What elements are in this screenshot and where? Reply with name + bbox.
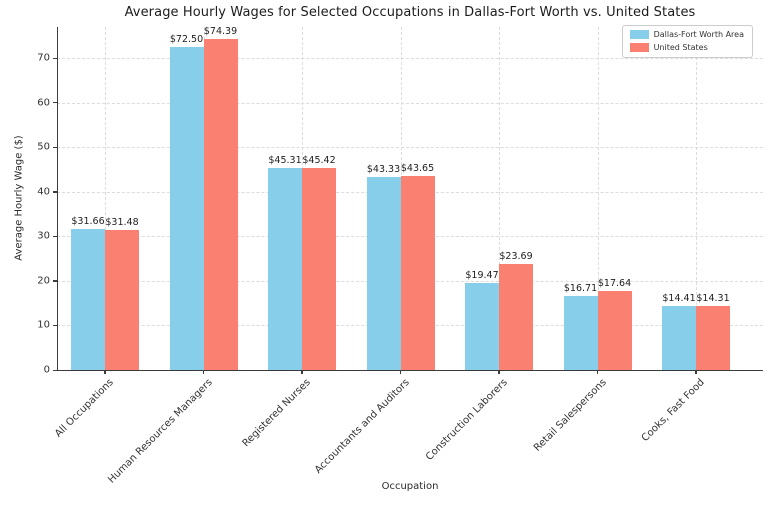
x-tick-label-retail-salespersons: Retail Salespersons (531, 377, 609, 454)
bar-united-states-construction-laborers (499, 264, 533, 370)
bar-dallas-fort-worth-area-all-occupations (71, 228, 105, 370)
bar-value-label: $19.47 (465, 270, 499, 282)
x-gridline (696, 27, 697, 370)
x-gridline (597, 27, 599, 370)
bar-value-label: $31.66 (71, 215, 105, 227)
y-tick-label: 70 (37, 52, 50, 64)
x-tick-label-all-occupations: All Occupations (53, 377, 116, 440)
bar-united-states-retail-salespersons (597, 291, 632, 370)
y-tick-label: 40 (37, 186, 50, 198)
legend: Dallas-Fort Worth Area United States (621, 25, 753, 58)
bar-united-states-registered-nurses (302, 167, 336, 370)
x-tick-mark (301, 370, 303, 374)
legend-item-united-states: United States (629, 43, 744, 52)
x-tick-mark (399, 370, 402, 374)
bar-value-label: $72.50 (169, 34, 204, 46)
legend-label-united-states: United States (653, 43, 708, 52)
bar-value-label: $43.33 (366, 163, 401, 175)
x-tick-mark (498, 370, 500, 374)
y-tick-mark (53, 102, 57, 104)
y-tick-mark (53, 324, 57, 327)
x-tick-label-cooks-fast-food: Cooks, Fast Food (639, 377, 707, 445)
y-tick-mark (53, 191, 57, 193)
bar-united-states-all-occupations (105, 229, 139, 370)
bar-dallas-fort-worth-area-cooks-fast-food (662, 305, 696, 370)
y-tick-label: 50 (37, 141, 50, 153)
bar-value-label: $14.41 (662, 292, 696, 304)
bar-value-label: $31.48 (105, 216, 139, 228)
x-tick-mark (104, 370, 106, 374)
bar-united-states-human-resources-managers (203, 38, 238, 370)
y-tick-mark (53, 146, 57, 148)
y-tick-label: 20 (37, 275, 50, 287)
bar-dallas-fort-worth-area-accountants-and-auditors (366, 176, 401, 370)
y-gridline (57, 102, 763, 104)
bar-dallas-fort-worth-area-construction-laborers (465, 283, 499, 370)
x-tick-mark (596, 370, 599, 374)
y-tick-mark (53, 369, 57, 371)
legend-swatch-united-states (629, 43, 649, 52)
bar-value-label: $45.31 (268, 155, 302, 167)
x-gridline (499, 27, 500, 370)
x-axis-title: Occupation (381, 481, 439, 492)
y-tick-label: 30 (37, 230, 50, 242)
bar-value-label: $23.69 (499, 251, 533, 263)
y-axis-title: Average Hourly Wage ($) (13, 135, 25, 261)
bar-united-states-cooks-fast-food (696, 306, 730, 370)
x-tick-mark (695, 370, 697, 374)
y-tick-mark (53, 235, 57, 238)
bar-value-label: $14.31 (696, 293, 730, 305)
x-tick-label-registered-nurses: Registered Nurses (240, 377, 313, 450)
bar-dallas-fort-worth-area-human-resources-managers (169, 47, 204, 370)
bar-dallas-fort-worth-area-registered-nurses (268, 168, 302, 370)
y-tick-label: 0 (43, 364, 50, 376)
y-gridline (57, 147, 763, 149)
x-tick-label-human-resources-managers: Human Resources Managers (105, 377, 215, 486)
bar-united-states-accountants-and-auditors (400, 175, 435, 370)
y-tick-label: 10 (37, 319, 50, 331)
bar-value-label: $74.39 (203, 25, 238, 37)
y-tick-mark (53, 280, 57, 282)
legend-swatch-dallas-fort-worth (629, 30, 649, 39)
y-tick-label: 60 (37, 97, 50, 109)
bar-value-label: $43.65 (400, 162, 435, 174)
legend-item-dallas-fort-worth: Dallas-Fort Worth Area (629, 30, 744, 39)
bar-value-label: $45.42 (302, 154, 336, 166)
y-tick-mark (53, 57, 57, 59)
legend-label-dallas-fort-worth: Dallas-Fort Worth Area (653, 30, 744, 39)
plot-area: $31.66 $31.48 $72.50 $74.39 $45.31 $45.42 $43.… (57, 25, 763, 370)
x-tick-mark (202, 370, 205, 374)
y-gridline (57, 58, 763, 60)
bar-value-label: $17.64 (597, 278, 632, 290)
x-tick-label-accountants-and-auditors: Accountants and Auditors (312, 377, 412, 476)
x-tick-label-construction-laborers: Construction Laborers (423, 377, 510, 463)
bar-value-label: $16.71 (563, 282, 598, 294)
bar-dallas-fort-worth-area-retail-salespersons (563, 295, 598, 370)
chart-title: Average Hourly Wages for Selected Occupa… (124, 5, 696, 20)
x-gridline (105, 27, 106, 370)
